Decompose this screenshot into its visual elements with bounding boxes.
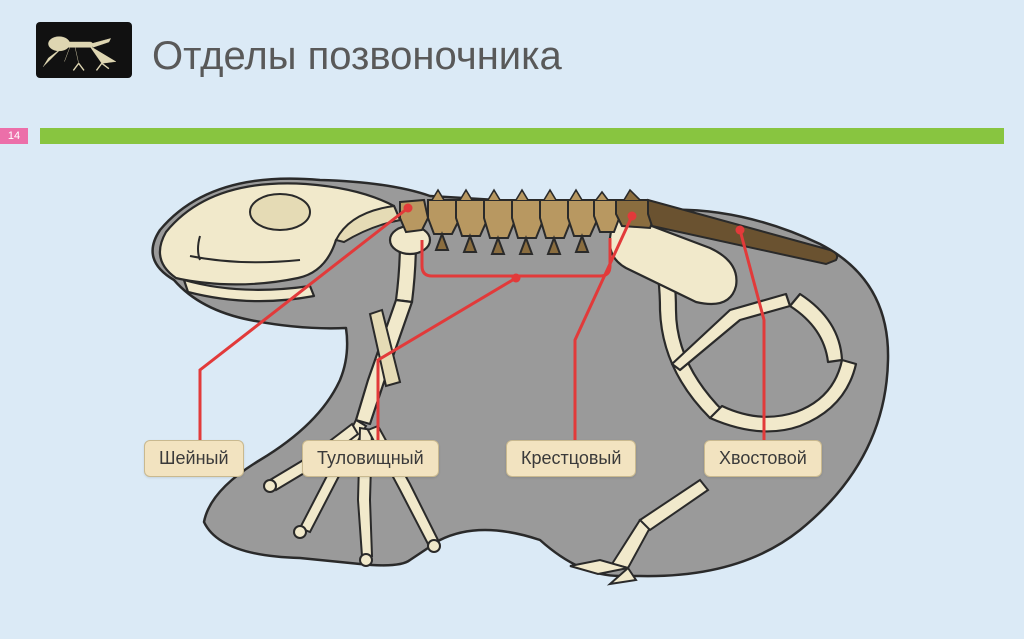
corner-thumbnail xyxy=(36,22,132,78)
spine-diagram: Шейный Туловищный Крестцовый Хвостовой xyxy=(100,160,920,600)
label-sacral: Крестцовый xyxy=(506,440,636,477)
page-title: Отделы позвоночника xyxy=(152,34,562,79)
slide: Отделы позвоночника 14 xyxy=(0,0,1024,639)
page-number-badge: 14 xyxy=(0,128,28,144)
accent-bar xyxy=(40,128,1004,144)
label-cervical: Шейный xyxy=(144,440,244,477)
frog-skeleton-small-icon xyxy=(39,26,129,74)
label-caudal: Хвостовой xyxy=(704,440,822,477)
label-trunk: Туловищный xyxy=(302,440,439,477)
frog-anatomy-svg xyxy=(100,160,920,600)
